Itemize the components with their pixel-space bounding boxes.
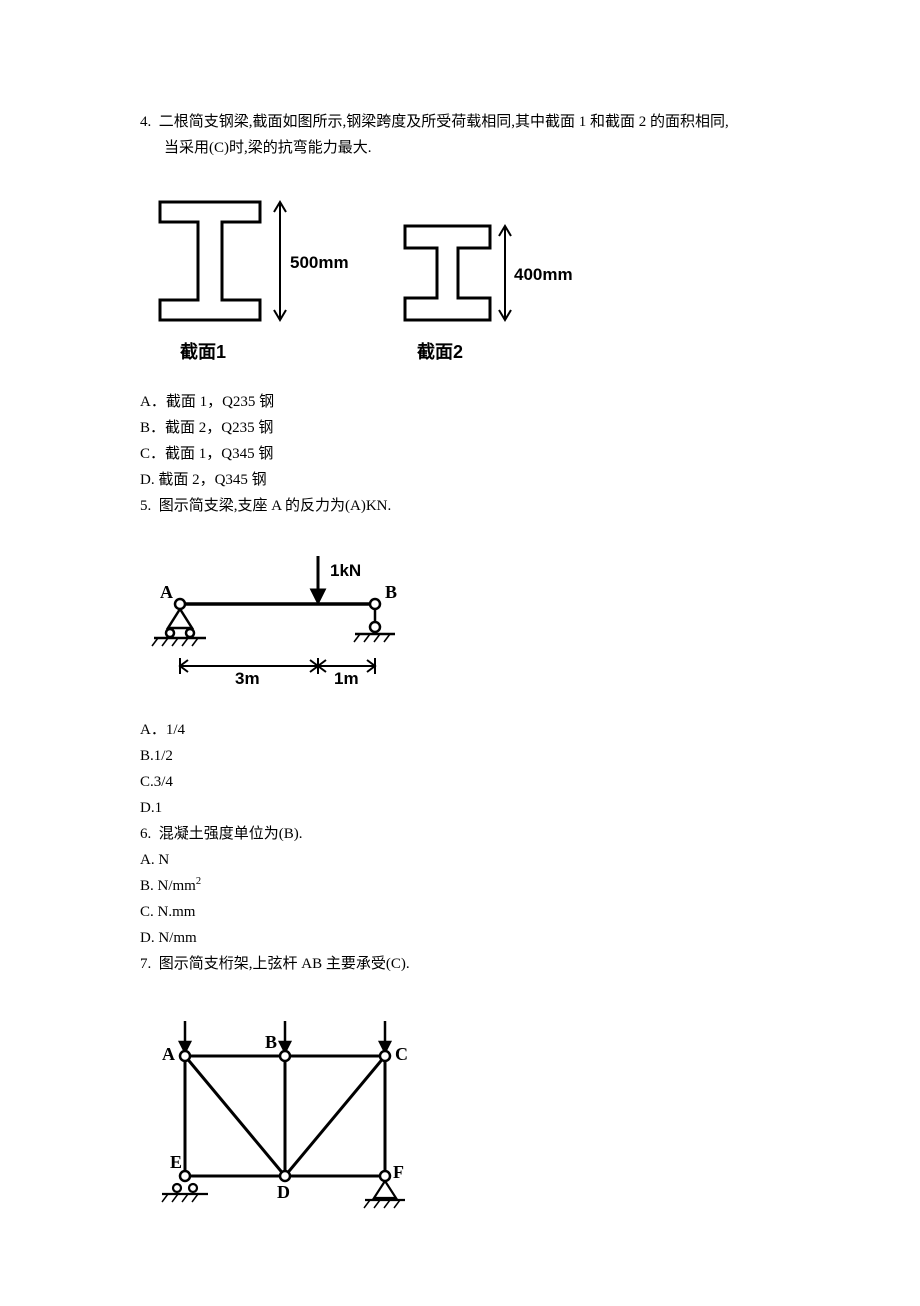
q4-opt-a: A．截面 1，Q235 钢 bbox=[140, 390, 780, 414]
q4-num: 4. bbox=[140, 114, 151, 130]
q4-text1: 二根简支钢梁,截面如图所示,钢梁跨度及所受荷载相同,其中截面 1 和截面 2 的… bbox=[159, 114, 729, 130]
truss-members bbox=[185, 1056, 385, 1176]
q6-opt-c: C. N.mm bbox=[140, 900, 780, 924]
q6-opt-b: B. N/mm2 bbox=[140, 874, 780, 898]
truss-loads bbox=[180, 1021, 390, 1052]
q6-opt-d: D. N/mm bbox=[140, 926, 780, 950]
q4-opt-c: C．截面 1，Q345 钢 bbox=[140, 442, 780, 466]
q5-opt-c: C.3/4 bbox=[140, 770, 780, 794]
ibeam-1-dim bbox=[274, 202, 286, 320]
truss-label-c: C bbox=[395, 1044, 408, 1064]
load-arrow bbox=[312, 556, 324, 602]
support-a bbox=[152, 609, 206, 646]
q4-opt-b: B．截面 2，Q235 钢 bbox=[140, 416, 780, 440]
q7-line: 7. 图示简支桁架,上弦杆 AB 主要承受(C). bbox=[140, 952, 780, 976]
load-label: 1kN bbox=[330, 561, 361, 580]
node-b-label: B bbox=[385, 582, 397, 602]
q5-num: 5. bbox=[140, 498, 151, 514]
truss-label-b: B bbox=[265, 1032, 277, 1052]
ibeam-1 bbox=[160, 202, 260, 320]
q5-opt-b: B.1/2 bbox=[140, 744, 780, 768]
q7-figure: A B C E D F bbox=[140, 1006, 780, 1234]
q5-figure: 1kN A B bbox=[140, 548, 780, 706]
q4-figure: 500mm 截面1 400mm 截面2 bbox=[140, 190, 780, 378]
q6-text: 混凝土强度单位为(B). bbox=[159, 826, 303, 842]
support-e bbox=[162, 1184, 208, 1202]
ibeam-1-label: 截面1 bbox=[180, 341, 226, 362]
node-b bbox=[370, 599, 380, 609]
ibeam-2-dim-text: 400mm bbox=[514, 265, 573, 284]
q7-svg: A B C E D F bbox=[140, 1006, 430, 1226]
truss-label-e: E bbox=[170, 1152, 182, 1172]
q5-line: 5. 图示简支梁,支座 A 的反力为(A)KN. bbox=[140, 494, 780, 518]
truss-label-d: D bbox=[277, 1182, 290, 1202]
ibeam-2 bbox=[405, 226, 490, 320]
q4-line1: 4. 二根简支钢梁,截面如图所示,钢梁跨度及所受荷载相同,其中截面 1 和截面 … bbox=[140, 110, 780, 134]
node-a bbox=[175, 599, 185, 609]
q6-opt-a: A. N bbox=[140, 848, 780, 872]
q4-svg: 500mm 截面1 400mm 截面2 bbox=[140, 190, 580, 370]
support-b bbox=[354, 609, 395, 642]
ibeam-1-dim-text: 500mm bbox=[290, 253, 349, 272]
q5-text: 图示简支梁,支座 A 的反力为(A)KN. bbox=[159, 498, 392, 514]
truss-label-a: A bbox=[162, 1044, 175, 1064]
q4-line2: 当采用(C)时,梁的抗弯能力最大. bbox=[140, 136, 780, 160]
q5-opt-a: A．1/4 bbox=[140, 718, 780, 742]
q6-line: 6. 混凝土强度单位为(B). bbox=[140, 822, 780, 846]
q7-text: 图示简支桁架,上弦杆 AB 主要承受(C). bbox=[159, 956, 410, 972]
node-a-label: A bbox=[160, 582, 173, 602]
ibeam-2-dim bbox=[499, 226, 511, 320]
ibeam-2-label: 截面2 bbox=[417, 341, 463, 362]
span2-label: 1m bbox=[334, 669, 359, 688]
q5-svg: 1kN A B bbox=[140, 548, 430, 698]
support-f bbox=[364, 1181, 405, 1208]
truss-label-f: F bbox=[393, 1162, 404, 1182]
q7-num: 7. bbox=[140, 956, 151, 972]
page: 4. 二根简支钢梁,截面如图所示,钢梁跨度及所受荷载相同,其中截面 1 和截面 … bbox=[0, 0, 920, 1306]
span1-label: 3m bbox=[235, 669, 260, 688]
q4-opt-d: D. 截面 2，Q345 钢 bbox=[140, 468, 780, 492]
q5-opt-d: D.1 bbox=[140, 796, 780, 820]
q6-num: 6. bbox=[140, 826, 151, 842]
